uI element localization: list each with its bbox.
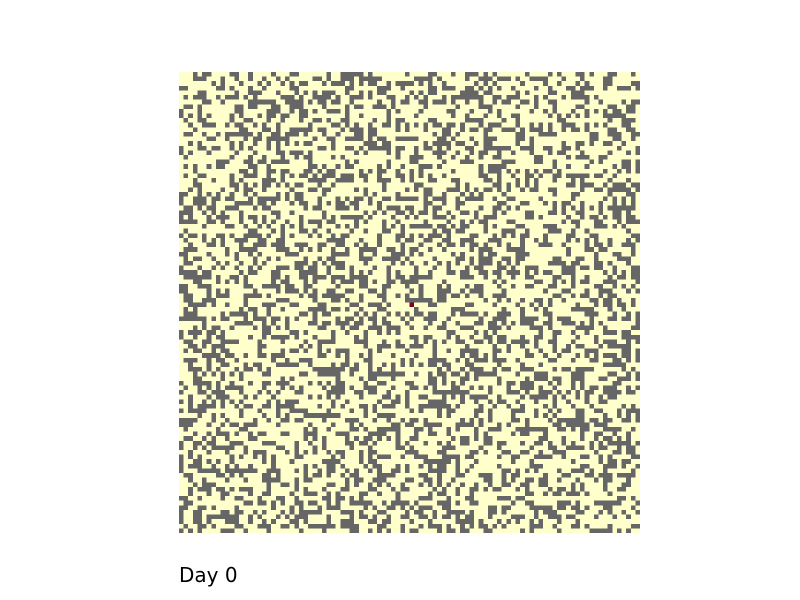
empty-cells-row — [202, 353, 640, 358]
empty-cells-row — [183, 293, 617, 298]
day-caption: Day 0 — [179, 563, 238, 587]
forest-grid-heatmap — [179, 72, 640, 533]
empty-cells-row — [179, 454, 640, 460]
empty-cells-row — [192, 127, 636, 132]
empty-cells-row — [197, 413, 640, 418]
empty-cells-row — [183, 436, 631, 441]
burning-cell — [409, 302, 415, 308]
empty-cells-row — [183, 426, 636, 432]
empty-cells-row — [188, 450, 636, 455]
empty-cells-row — [183, 357, 640, 363]
empty-cells-row — [206, 136, 636, 142]
empty-cells-row — [183, 247, 636, 252]
empty-cells-row — [179, 528, 631, 533]
empty-cells-row — [192, 168, 640, 174]
empty-cells-row — [183, 95, 599, 100]
empty-cells-row — [183, 131, 640, 137]
empty-cells-row — [192, 325, 640, 331]
empty-cells-row — [183, 104, 636, 109]
empty-cells-row — [179, 270, 640, 275]
empty-cells-row — [183, 311, 640, 317]
empty-cells-row — [179, 399, 608, 404]
empty-cells-row — [192, 482, 631, 487]
empty-cells-row — [188, 141, 627, 146]
empty-cells-row — [183, 261, 631, 266]
empty-cells-row — [192, 76, 613, 82]
empty-cells-row — [188, 486, 627, 492]
empty-cells-row — [179, 468, 636, 474]
empty-cells-row — [183, 173, 617, 179]
empty-cells-row — [202, 320, 640, 326]
empty-cells-row — [179, 201, 636, 206]
empty-cells-row — [183, 237, 640, 243]
empty-cells-row — [192, 371, 640, 377]
empty-cells-row — [188, 394, 617, 400]
empty-cells-row — [188, 477, 631, 483]
empty-cells-row — [183, 473, 636, 478]
empty-cells-row — [179, 505, 636, 510]
empty-cells-row — [183, 274, 640, 280]
empty-cells-row — [179, 496, 636, 501]
empty-cells-row — [188, 242, 636, 248]
empty-cells-row — [179, 233, 640, 238]
empty-cells-row — [183, 385, 640, 391]
empty-cells-row — [192, 72, 636, 77]
empty-cells-row — [179, 334, 640, 340]
empty-cells-row — [202, 224, 627, 229]
empty-cells-row — [179, 196, 636, 202]
empty-cells-row — [183, 348, 640, 354]
empty-cells-row — [183, 256, 631, 262]
empty-cells-row — [179, 288, 640, 294]
empty-cells-row — [192, 431, 631, 437]
empty-cells-row — [179, 251, 636, 257]
empty-cells-row — [188, 343, 631, 349]
empty-cells-row — [179, 214, 636, 220]
empty-cells-row — [188, 362, 627, 368]
empty-cells-row — [179, 265, 640, 271]
empty-cells-row — [179, 284, 636, 289]
empty-cells-row — [179, 108, 636, 114]
empty-cells-row — [183, 205, 636, 211]
empty-cells-row — [192, 376, 640, 381]
empty-cells-row — [179, 422, 608, 427]
empty-cells-row — [188, 122, 631, 128]
empty-cells-row — [179, 210, 631, 215]
empty-cells-row — [183, 500, 640, 506]
empty-cells-row — [183, 228, 631, 234]
empty-cells-row — [183, 523, 640, 529]
empty-cells-row — [179, 509, 640, 515]
empty-cells-row — [179, 519, 581, 524]
empty-cells-row — [188, 403, 636, 409]
empty-cells-row — [183, 339, 640, 344]
empty-cells-row — [179, 145, 640, 151]
empty-cells-row — [179, 463, 640, 469]
empty-cells-row — [179, 113, 627, 119]
empty-cells-row — [183, 307, 627, 312]
empty-cells-row — [179, 445, 636, 451]
empty-cells-row — [179, 440, 640, 446]
empty-cells-row — [183, 297, 636, 303]
empty-cells-row — [179, 330, 631, 335]
empty-cells-row — [188, 367, 636, 372]
empty-cells-row — [188, 491, 613, 497]
empty-cells-row — [179, 316, 640, 321]
empty-cells-row — [192, 279, 640, 285]
empty-cells-row — [179, 417, 640, 423]
empty-cells-row — [202, 99, 640, 105]
empty-cells-row — [179, 150, 640, 155]
empty-cells-row — [179, 514, 631, 520]
empty-cells-row — [197, 90, 585, 96]
empty-cells-row — [179, 408, 640, 414]
empty-cells-row — [192, 182, 640, 188]
empty-cells-row — [179, 459, 631, 464]
empty-cells-row — [192, 178, 631, 183]
empty-cells-row — [179, 85, 640, 91]
empty-cells-row — [179, 390, 636, 395]
